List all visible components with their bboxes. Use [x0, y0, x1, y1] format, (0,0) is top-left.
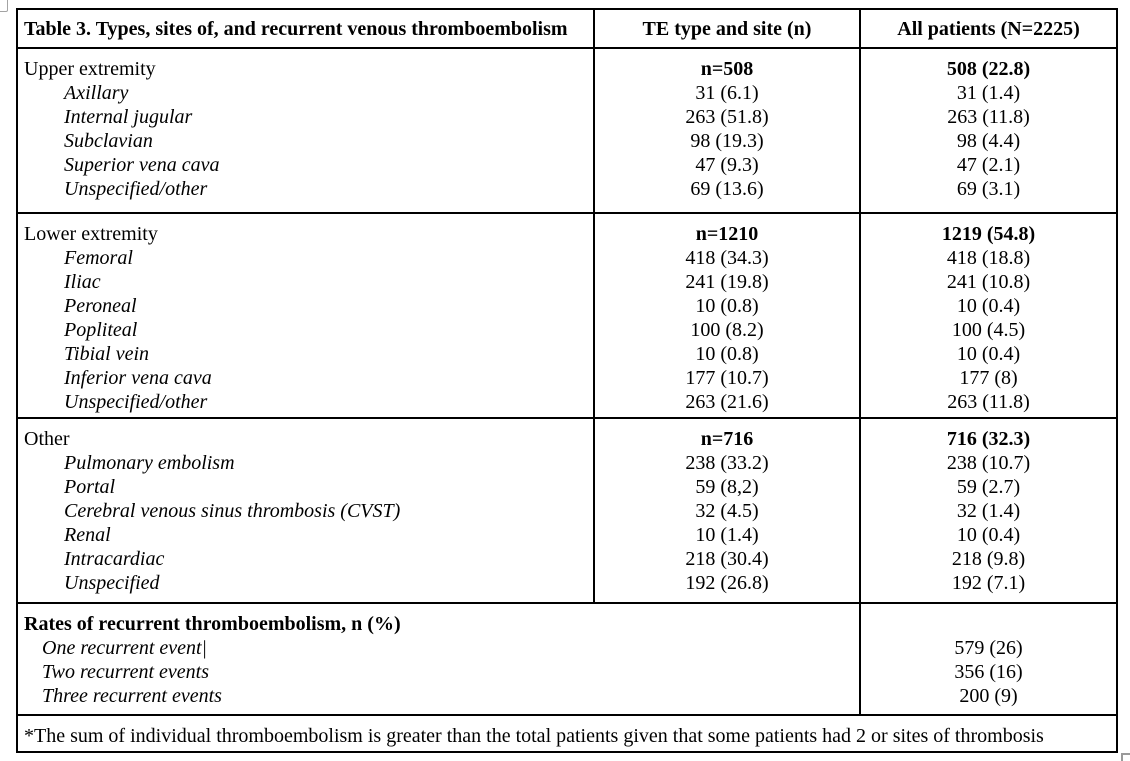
te-value: 10 (0.8)	[695, 295, 759, 317]
site-label: Femoral	[64, 247, 133, 269]
te-value: 10 (0.8)	[695, 343, 759, 365]
table-resize-handle-icon[interactable]	[1121, 753, 1130, 761]
recurrence-labels-cell: Rates of recurrent thromboembolism, n (%…	[16, 602, 861, 716]
te-total: n=716	[700, 428, 754, 450]
te-value: 59 (8,2)	[695, 476, 759, 498]
all-value: 356 (16)	[954, 661, 1023, 683]
te-value: 263 (51.8)	[685, 106, 769, 128]
te-value: 263 (21.6)	[685, 391, 769, 413]
upper-te-cell: n=508 31 (6.1) 263 (51.8) 98 (19.3) 47 (…	[593, 47, 861, 214]
upper-all-cell: 508 (22.8) 31 (1.4) 263 (11.8) 98 (4.4) …	[859, 47, 1118, 214]
section-upper-extremity: Upper extremity Axillary Internal jugula…	[16, 47, 1118, 214]
all-value: 31 (1.4)	[956, 82, 1021, 104]
te-value: 218 (30.4)	[685, 548, 769, 570]
section-label: Other	[24, 428, 70, 450]
lower-te-cell: n=1210 418 (34.3) 241 (19.8) 10 (0.8) 10…	[593, 212, 861, 419]
all-value: 241 (10.8)	[946, 271, 1031, 293]
column-header-all-patients: All patients (N=2225)	[859, 8, 1118, 49]
recurrence-all-cell: 579 (26) 356 (16) 200 (9)	[859, 602, 1118, 716]
section-other: Other Pulmonary embolism Portal Cerebral…	[16, 417, 1118, 604]
site-label: Superior vena cava	[64, 154, 220, 176]
column-header-te-type: TE type and site (n)	[593, 8, 861, 49]
all-value: 10 (0.4)	[956, 295, 1021, 317]
te-value: 10 (1.4)	[695, 524, 759, 546]
site-label: Subclavian	[64, 130, 153, 152]
table-move-handle-icon[interactable]	[0, 0, 8, 12]
other-te-cell: n=716 238 (33.2) 59 (8,2) 32 (4.5) 10 (1…	[593, 417, 861, 604]
section-recurrence-rates: Rates of recurrent thromboembolism, n (%…	[16, 602, 1118, 716]
te-value: 177 (10.7)	[685, 367, 769, 389]
te-value: 32 (4.5)	[695, 500, 759, 522]
table-footnote: *The sum of individual thromboembolism i…	[16, 714, 1118, 753]
te-value: 69 (13.6)	[690, 178, 764, 200]
recurrence-label: Two recurrent events	[42, 661, 210, 683]
te-total: n=1210	[695, 223, 759, 245]
site-label: Popliteal	[64, 319, 138, 341]
all-value: 579 (26)	[954, 637, 1023, 659]
all-value: 218 (9.8)	[951, 548, 1026, 570]
te-value: 241 (19.8)	[685, 271, 769, 293]
te-value: 238 (33.2)	[685, 452, 769, 474]
te-value: 47 (9.3)	[695, 154, 759, 176]
te-total: n=508	[700, 58, 754, 80]
all-total: 716 (32.3)	[946, 428, 1031, 450]
site-label: Pulmonary embolism	[64, 452, 235, 474]
all-value: 10 (0.4)	[956, 343, 1021, 365]
all-value: 418 (18.8)	[946, 247, 1031, 269]
te-value: 100 (8.2)	[690, 319, 764, 341]
lower-all-cell: 1219 (54.8) 418 (18.8) 241 (10.8) 10 (0.…	[859, 212, 1118, 419]
all-value: 98 (4.4)	[956, 130, 1021, 152]
recurrence-label: Three recurrent events	[42, 685, 222, 707]
site-label: Iliac	[64, 271, 101, 293]
site-label: Portal	[64, 476, 116, 498]
table-title: Table 3. Types, sites of, and recurrent …	[16, 8, 595, 49]
site-label: Cerebral venous sinus thrombosis (CVST)	[64, 500, 401, 522]
lower-sites-cell: Lower extremity Femoral Iliac Peroneal P…	[16, 212, 595, 419]
all-value: 263 (11.8)	[947, 106, 1030, 128]
site-label: Axillary	[64, 82, 129, 104]
te-value: 31 (6.1)	[695, 82, 759, 104]
all-total: 508 (22.8)	[946, 58, 1031, 80]
site-label: Unspecified	[64, 572, 160, 594]
all-value: 192 (7.1)	[951, 572, 1026, 594]
upper-sites-cell: Upper extremity Axillary Internal jugula…	[16, 47, 595, 214]
te-value: 192 (26.8)	[685, 572, 769, 594]
empty-line	[867, 612, 1110, 636]
section-label: Lower extremity	[24, 223, 158, 245]
all-value: 100 (4.5)	[951, 319, 1026, 341]
all-value: 263 (11.8)	[947, 391, 1030, 413]
venous-thromboembolism-table: Table 3. Types, sites of, and recurrent …	[16, 8, 1118, 753]
section-label: Upper extremity	[24, 58, 156, 80]
all-value: 177 (8)	[959, 367, 1018, 389]
other-all-cell: 716 (32.3) 238 (10.7) 59 (2.7) 32 (1.4) …	[859, 417, 1118, 604]
section-lower-extremity: Lower extremity Femoral Iliac Peroneal P…	[16, 212, 1118, 419]
header-row: Table 3. Types, sites of, and recurrent …	[16, 8, 1118, 49]
recurrence-label: One recurrent event|	[42, 637, 208, 659]
all-value: 69 (3.1)	[956, 178, 1021, 200]
all-value: 47 (2.1)	[956, 154, 1021, 176]
other-sites-cell: Other Pulmonary embolism Portal Cerebral…	[16, 417, 595, 604]
site-label: Unspecified/other	[64, 178, 208, 200]
footnote-row: *The sum of individual thromboembolism i…	[16, 714, 1118, 753]
site-label: Intracardiac	[64, 548, 165, 570]
site-label: Inferior vena cava	[64, 367, 212, 389]
all-value: 59 (2.7)	[956, 476, 1021, 498]
site-label: Unspecified/other	[64, 391, 208, 413]
recurrence-section-label: Rates of recurrent thromboembolism, n (%…	[24, 613, 401, 635]
all-value: 10 (0.4)	[956, 524, 1021, 546]
site-label: Peroneal	[64, 295, 137, 317]
te-value: 98 (19.3)	[690, 130, 764, 152]
te-value: 418 (34.3)	[685, 247, 769, 269]
all-value: 238 (10.7)	[946, 452, 1031, 474]
site-label: Tibial vein	[64, 343, 149, 365]
site-label: Internal jugular	[64, 106, 193, 128]
all-value: 32 (1.4)	[956, 500, 1021, 522]
all-value: 200 (9)	[959, 685, 1018, 707]
site-label: Renal	[64, 524, 111, 546]
all-total: 1219 (54.8)	[941, 223, 1036, 245]
